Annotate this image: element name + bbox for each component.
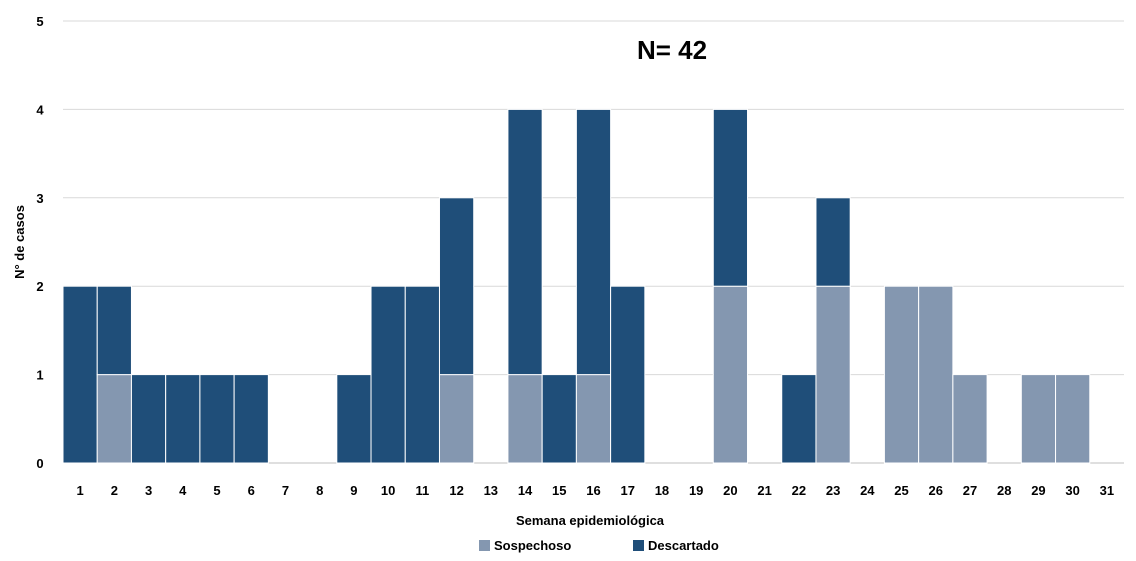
x-tick-label-31: 31 <box>1100 483 1114 498</box>
x-tick-label-11: 11 <box>415 483 429 498</box>
x-tick-label-27: 27 <box>963 483 977 498</box>
x-tick-label-5: 5 <box>213 483 220 498</box>
x-tick-label-3: 3 <box>145 483 152 498</box>
bar-descartado-week-1 <box>62 285 98 464</box>
bar-sospechoso-week-30 <box>1055 374 1091 464</box>
x-tick-label-21: 21 <box>757 483 771 498</box>
y-tick-label-5: 5 <box>36 14 43 29</box>
bar-sospechoso-week-29 <box>1020 374 1057 464</box>
bar-descartado-week-9 <box>336 374 372 464</box>
bar-descartado-week-12 <box>438 197 475 376</box>
legend-label-descartado: Descartado <box>648 538 719 553</box>
legend: Sospechoso Descartado <box>479 538 719 553</box>
x-axis-ticks: 1 2 3 4 5 6 7 8 9 10 11 12 13 14 15 16 17 18 19 20 21 22 23 24 2… <box>76 483 1114 498</box>
bar-sospechoso-week-16 <box>575 374 612 464</box>
x-tick-label-16: 16 <box>586 483 600 498</box>
bar-sospechoso-week-26 <box>918 285 954 464</box>
bar-descartado-week-23 <box>815 197 851 287</box>
bar-sospechoso-week-23 <box>815 285 851 464</box>
bar-descartado-week-3 <box>130 374 167 464</box>
x-tick-label-28: 28 <box>997 483 1011 498</box>
bar-descartado-week-4 <box>165 374 201 464</box>
y-tick-label-1: 1 <box>36 368 43 383</box>
x-tick-label-2: 2 <box>111 483 118 498</box>
bar-descartado-week-17 <box>610 285 646 464</box>
x-tick-label-23: 23 <box>826 483 840 498</box>
bar-descartado-week-15 <box>541 374 577 464</box>
bar-sospechoso-week-12 <box>438 374 475 464</box>
x-tick-label-6: 6 <box>248 483 255 498</box>
x-tick-label-1: 1 <box>76 483 83 498</box>
bar-descartado-week-20 <box>712 108 749 287</box>
bar-descartado-week-2 <box>96 285 132 376</box>
y-tick-label-4: 4 <box>36 102 44 117</box>
bar-sospechoso-week-2 <box>96 374 132 464</box>
y-tick-label-2: 2 <box>36 279 43 294</box>
legend-label-sospechoso: Sospechoso <box>494 538 571 553</box>
x-tick-label-8: 8 <box>316 483 323 498</box>
bar-descartado-week-10 <box>370 285 406 464</box>
x-tick-label-20: 20 <box>723 483 737 498</box>
x-tick-label-17: 17 <box>620 483 634 498</box>
x-tick-label-12: 12 <box>449 483 463 498</box>
x-tick-label-19: 19 <box>689 483 703 498</box>
x-tick-label-4: 4 <box>179 483 187 498</box>
x-tick-label-13: 13 <box>484 483 498 498</box>
bar-sospechoso-week-27 <box>952 374 988 464</box>
y-tick-label-0: 0 <box>36 456 43 471</box>
x-tick-label-25: 25 <box>894 483 908 498</box>
x-tick-label-10: 10 <box>381 483 395 498</box>
bar-descartado-week-16 <box>575 108 612 376</box>
legend-swatch-sospechoso <box>479 540 490 551</box>
x-tick-label-29: 29 <box>1031 483 1045 498</box>
x-tick-label-14: 14 <box>518 483 533 498</box>
x-axis-title: Semana epidemiológica <box>516 513 665 528</box>
y-axis-ticks: 0 1 2 3 4 5 <box>36 14 44 471</box>
bars <box>62 108 1091 464</box>
legend-swatch-descartado <box>633 540 644 551</box>
x-tick-label-7: 7 <box>282 483 289 498</box>
bar-descartado-week-5 <box>199 374 235 464</box>
bar-descartado-week-6 <box>233 374 269 464</box>
bar-descartado-week-14 <box>507 108 543 376</box>
annotation-n-total: N= 42 <box>637 35 707 65</box>
x-tick-label-26: 26 <box>929 483 943 498</box>
x-tick-label-9: 9 <box>350 483 357 498</box>
bar-sospechoso-week-20 <box>712 285 749 464</box>
bar-descartado-week-11 <box>404 285 440 464</box>
bar-sospechoso-week-14 <box>507 374 543 464</box>
y-tick-label-3: 3 <box>36 191 43 206</box>
x-tick-label-24: 24 <box>860 483 875 498</box>
y-axis-title: N° de casos <box>12 205 27 279</box>
bar-descartado-week-22 <box>781 374 817 464</box>
x-tick-label-22: 22 <box>792 483 806 498</box>
x-tick-label-15: 15 <box>552 483 566 498</box>
x-tick-label-30: 30 <box>1065 483 1079 498</box>
bar-sospechoso-week-25 <box>883 285 920 464</box>
x-tick-label-18: 18 <box>655 483 669 498</box>
